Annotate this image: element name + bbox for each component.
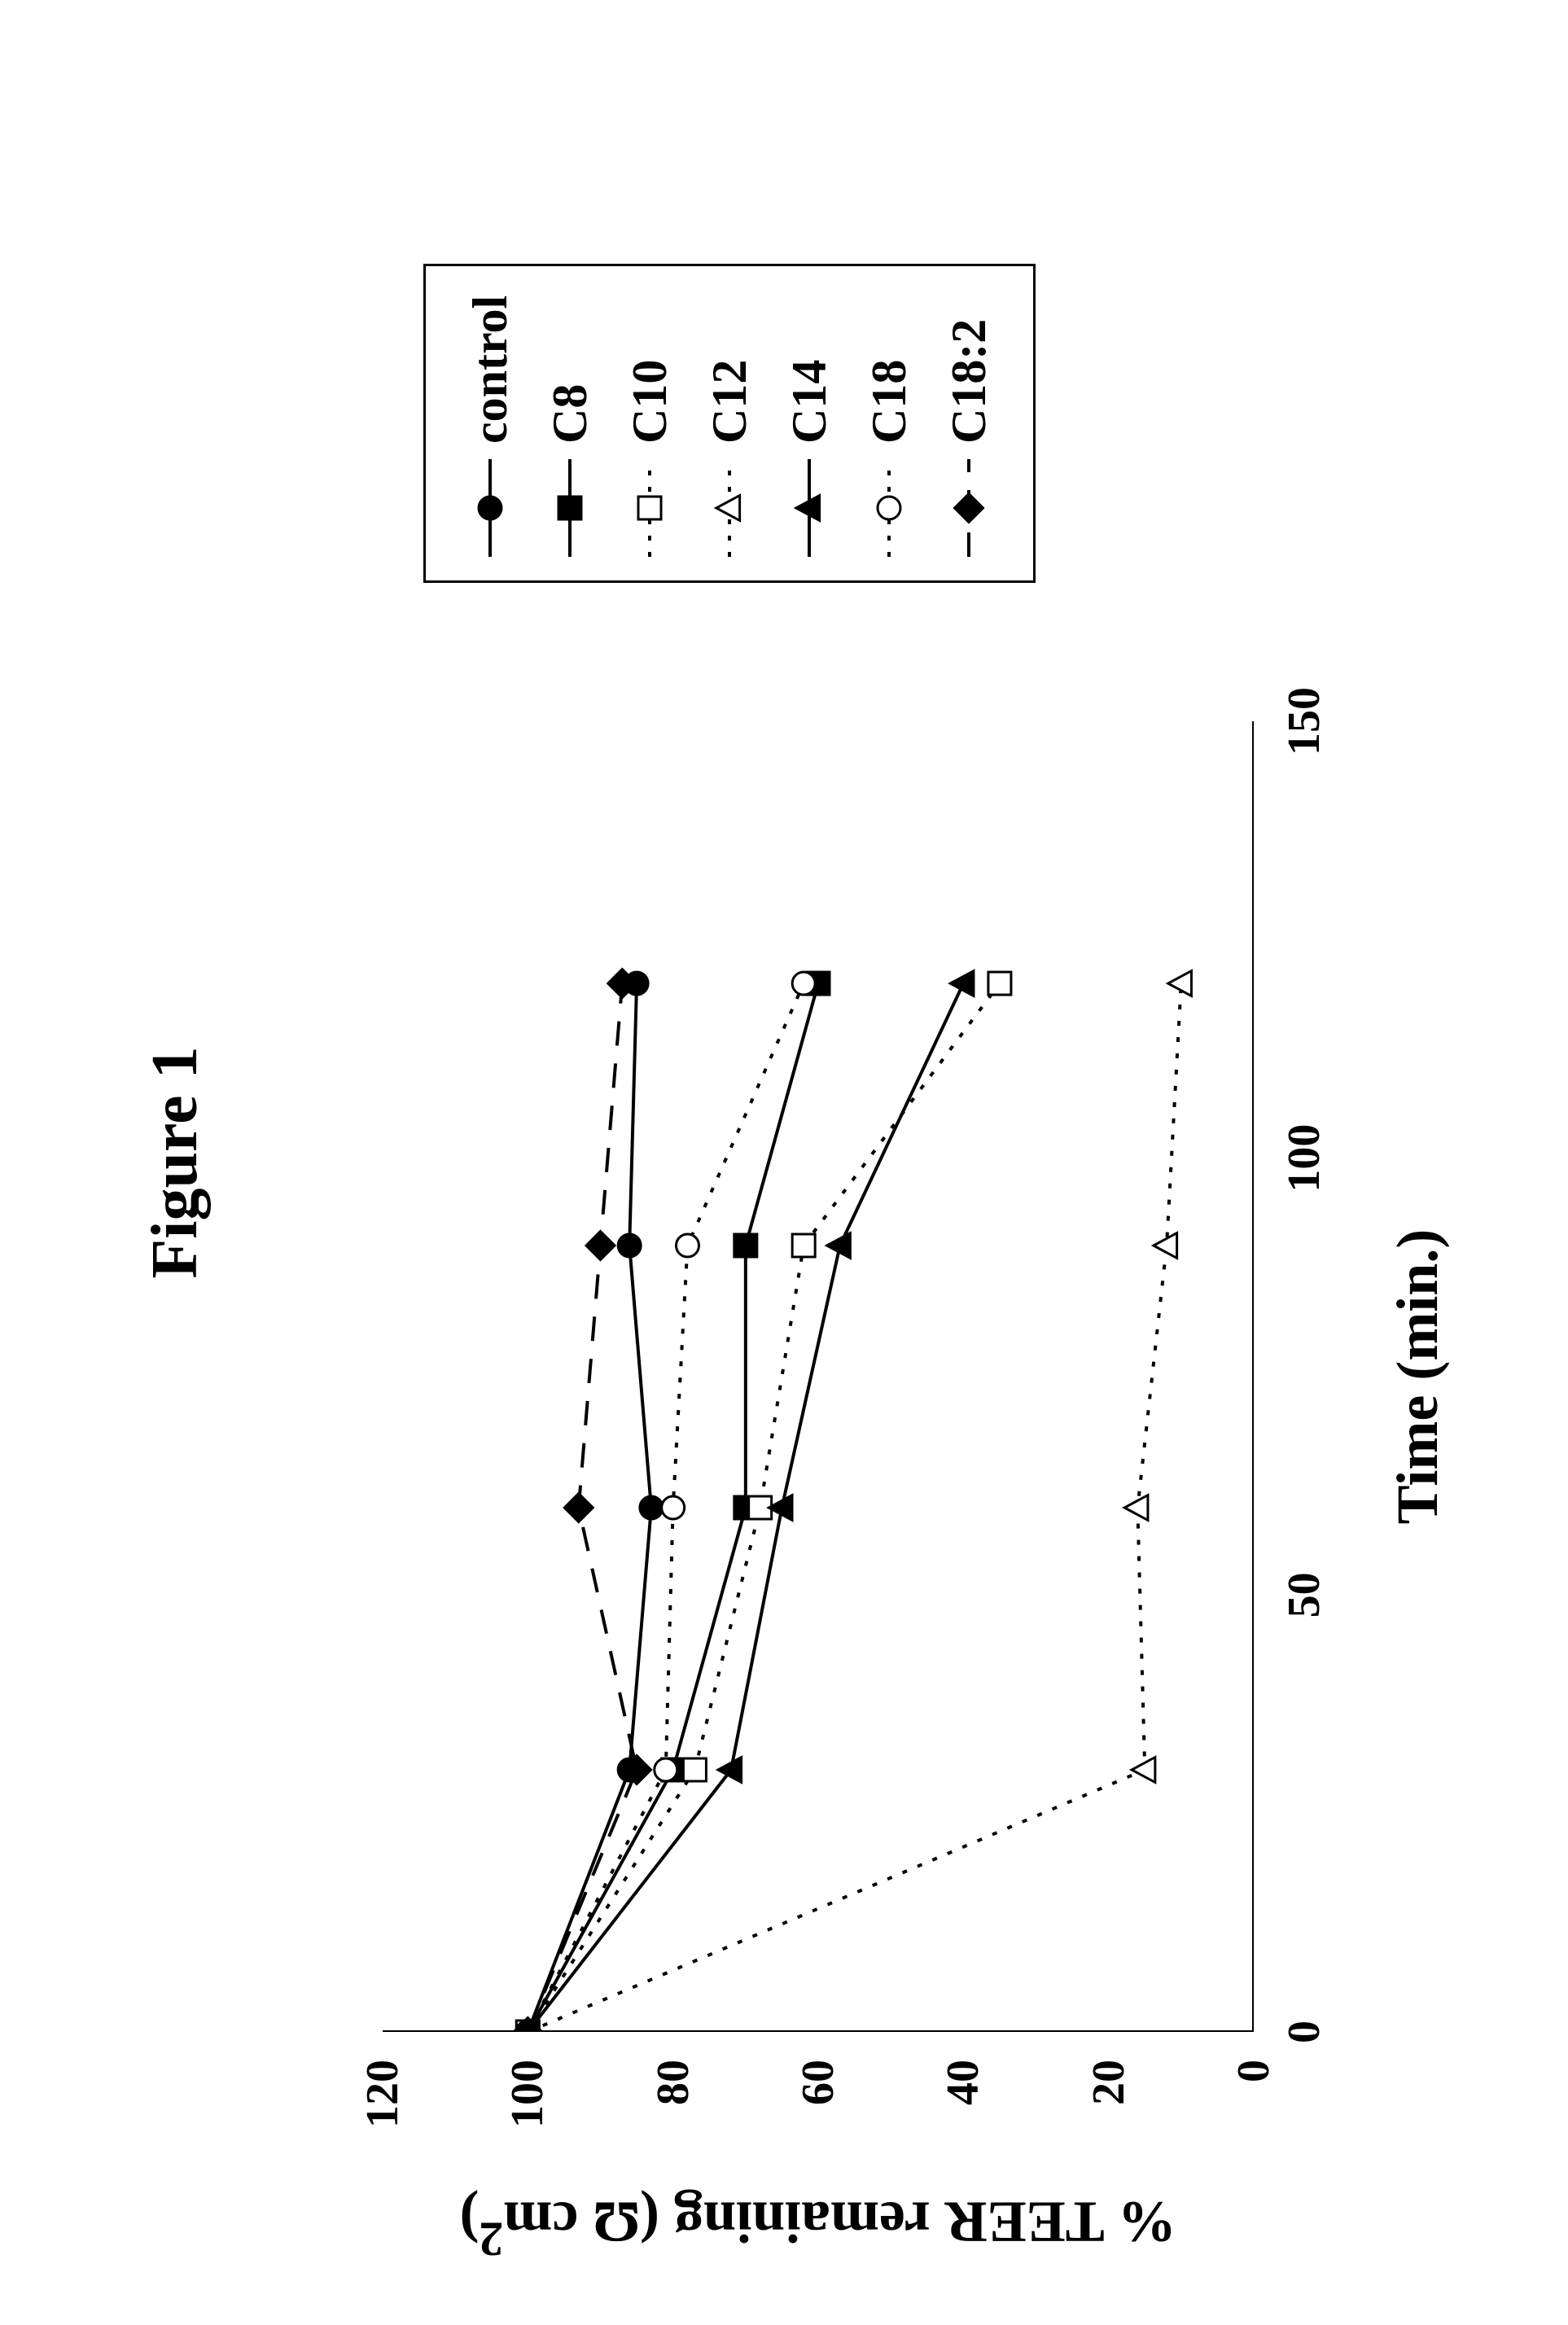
legend-label: C12: [702, 360, 758, 444]
legend-item: C8: [530, 296, 610, 561]
legend-item: C14: [769, 296, 849, 561]
x-axis-label: Time (min.): [1384, 1229, 1452, 1525]
x-tick-label: 100: [1278, 1124, 1330, 1193]
legend-label: C14: [782, 360, 838, 444]
series-C18-2: [514, 970, 651, 2033]
legend-item: control: [450, 296, 530, 561]
y-tick-label: 20: [1083, 2060, 1135, 2105]
legend-swatch: [944, 455, 993, 561]
chart-svg: [383, 721, 1254, 2032]
x-tick-label: 50: [1278, 1572, 1330, 1618]
legend-swatch: [625, 455, 674, 561]
legend-swatch: [545, 455, 594, 561]
chart-area: [383, 721, 1254, 2032]
legend-swatch: [865, 455, 913, 561]
legend-label: control: [462, 296, 519, 444]
page: Figure 1 % TEER remaining (Ω cm2) Time (…: [0, 0, 1568, 2325]
y-tick-label: 60: [792, 2060, 844, 2105]
legend-label: C10: [622, 360, 678, 444]
legend-item: C10: [610, 296, 690, 561]
x-tick-label: 150: [1278, 687, 1330, 755]
y-tick-label: 0: [1228, 2060, 1280, 2082]
y-tick-label: 100: [501, 2060, 554, 2128]
legend-item: C18:2: [929, 296, 1009, 561]
legend-item: C18: [849, 296, 929, 561]
legend-swatch: [785, 455, 834, 561]
y-tick-label: 80: [647, 2060, 699, 2105]
figure-title: Figure 1: [138, 0, 212, 2325]
y-tick-label: 40: [937, 2060, 989, 2105]
x-tick-label: 0: [1278, 2021, 1330, 2043]
legend-label: C8: [542, 384, 598, 444]
legend-swatch: [705, 455, 754, 561]
series-control: [516, 972, 663, 2032]
y-axis-label: % TEER remaining (Ω cm2): [460, 2188, 1177, 2267]
legend-item: C12: [690, 296, 769, 561]
rotated-container: Figure 1 % TEER remaining (Ω cm2) Time (…: [0, 0, 1568, 2325]
y-tick-label: 120: [357, 2060, 409, 2128]
legend: control C8 C10 C12 C14 C18 C18:2: [423, 264, 1036, 583]
legend-label: C18: [861, 360, 918, 444]
legend-label: C18:2: [941, 319, 997, 444]
legend-swatch: [466, 455, 515, 561]
